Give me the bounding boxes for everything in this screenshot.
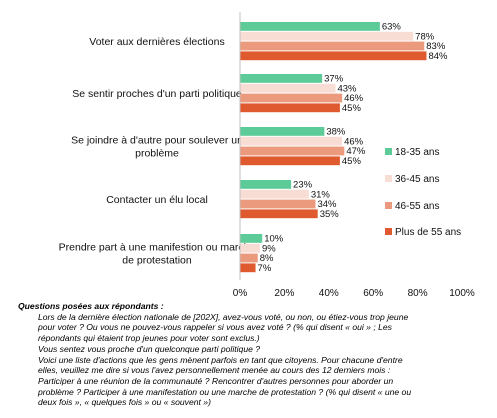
legend-label-4: Plus de 55 ans xyxy=(395,227,461,238)
notes-line: Voici une liste d'actions que les gens m… xyxy=(38,354,403,365)
category-label-line: Prendre part à une manifestion ou marche xyxy=(59,242,256,254)
bar-1-1 xyxy=(240,22,380,31)
data-label-1-3: 83% xyxy=(426,41,446,52)
data-label-3-1: 38% xyxy=(326,127,346,138)
x-tick-label: 60% xyxy=(363,288,383,299)
bar-4-1 xyxy=(240,180,292,189)
bar-3-4 xyxy=(240,156,340,166)
bar-2-2 xyxy=(240,83,336,93)
notes-line: pour voter ? Ou vous ne pouvez-vous rapp… xyxy=(38,322,392,333)
legend-swatch-4 xyxy=(385,228,392,235)
bar-chart: Voter aux dernières élections Se sentir p… xyxy=(59,12,475,299)
bar-5-4 xyxy=(240,263,256,273)
bar-3-3 xyxy=(240,146,345,156)
bar-5-3 xyxy=(240,253,258,263)
bar-3-1 xyxy=(240,127,325,136)
data-label-2-3: 46% xyxy=(344,93,364,104)
category-label-5: Prendre part à une manifestion ou marche… xyxy=(59,242,256,267)
data-label-3-4: 45% xyxy=(342,156,362,167)
data-label-4-2: 31% xyxy=(311,189,331,200)
bar-4-2 xyxy=(240,189,309,199)
legend-swatch-1 xyxy=(385,148,392,155)
category-label-3: Se joindre à d'autre pour soulever un pro… xyxy=(71,135,243,160)
legend-swatch-3 xyxy=(385,202,392,209)
data-label-5-2: 9% xyxy=(262,243,276,254)
x-tick-label: 40% xyxy=(319,288,339,299)
notes-body: Lors de la dernière élection nationale d… xyxy=(38,312,488,408)
x-tick-label: 80% xyxy=(408,288,428,299)
legend-label-3: 46-55 ans xyxy=(395,201,439,212)
bar-5-2 xyxy=(240,243,260,253)
bar-1-4 xyxy=(240,51,427,61)
notes-line: problème ? Participer à une manifestatio… xyxy=(38,386,412,397)
bar-1-3 xyxy=(240,41,425,51)
data-label-3-2: 46% xyxy=(344,136,364,147)
category-label-2: Se sentir proches d'un parti politique xyxy=(72,88,242,100)
notes-line: deux fois », « quelques fois » ou « souv… xyxy=(38,397,211,408)
category-label-1: Voter aux dernières élections xyxy=(89,36,224,48)
legend-swatch-2 xyxy=(385,175,392,182)
x-tick-label: 0% xyxy=(233,288,248,299)
category-label-line: Contacter un élu local xyxy=(106,194,208,206)
bar-2-3 xyxy=(240,93,343,103)
category-label-line: de protestation xyxy=(122,255,192,267)
category-label-line: Se sentir proches d'un parti politique xyxy=(72,88,242,100)
category-label-line: Se joindre à d'autre pour soulever un xyxy=(71,135,243,147)
data-label-1-1: 63% xyxy=(382,22,402,33)
bar-3-2 xyxy=(240,136,343,146)
data-label-3-3: 47% xyxy=(346,146,366,157)
data-label-5-1: 10% xyxy=(264,234,284,245)
bar-5-1 xyxy=(240,234,263,243)
bar-2-4 xyxy=(240,103,340,113)
notes-line: Participer à une réunion de la communaut… xyxy=(38,375,394,386)
notes-line: Lors de la dernière élection nationale d… xyxy=(38,311,409,322)
data-label-4-1: 23% xyxy=(293,180,313,191)
data-label-1-2: 78% xyxy=(415,31,435,42)
bar-4-3 xyxy=(240,199,316,209)
questions-notes: Questions posées aux répondants : Lors d… xyxy=(18,301,488,408)
data-label-5-4: 7% xyxy=(258,263,272,274)
bar-2-1 xyxy=(240,74,323,83)
data-label-2-1: 37% xyxy=(324,74,344,85)
data-label-2-4: 45% xyxy=(342,103,362,114)
data-label-1-4: 84% xyxy=(428,51,448,62)
x-tick-label: 100% xyxy=(449,288,475,299)
legend-label-2: 36-45 ans xyxy=(395,174,439,185)
category-label-line: Voter aux dernières élections xyxy=(89,36,224,48)
notes-line: Vous sentez vous proche d'un quelconque … xyxy=(38,343,261,354)
category-label-line: problème xyxy=(135,148,179,160)
notes-line: répondants qui étaient trop jeunes pour … xyxy=(38,333,260,344)
data-label-2-2: 43% xyxy=(337,83,357,94)
notes-line: elles, veuillez me dire si vous l'avez p… xyxy=(38,365,391,376)
category-label-4: Contacter un élu local xyxy=(106,194,208,206)
bar-1-2 xyxy=(240,31,414,41)
data-label-5-3: 8% xyxy=(260,253,274,264)
notes-title: Questions posées aux répondants : xyxy=(18,301,164,311)
legend-label-1: 18-35 ans xyxy=(395,147,439,158)
data-label-4-3: 34% xyxy=(317,199,337,210)
data-label-4-4: 35% xyxy=(320,209,340,220)
bar-4-4 xyxy=(240,209,318,219)
x-tick-label: 20% xyxy=(274,288,294,299)
